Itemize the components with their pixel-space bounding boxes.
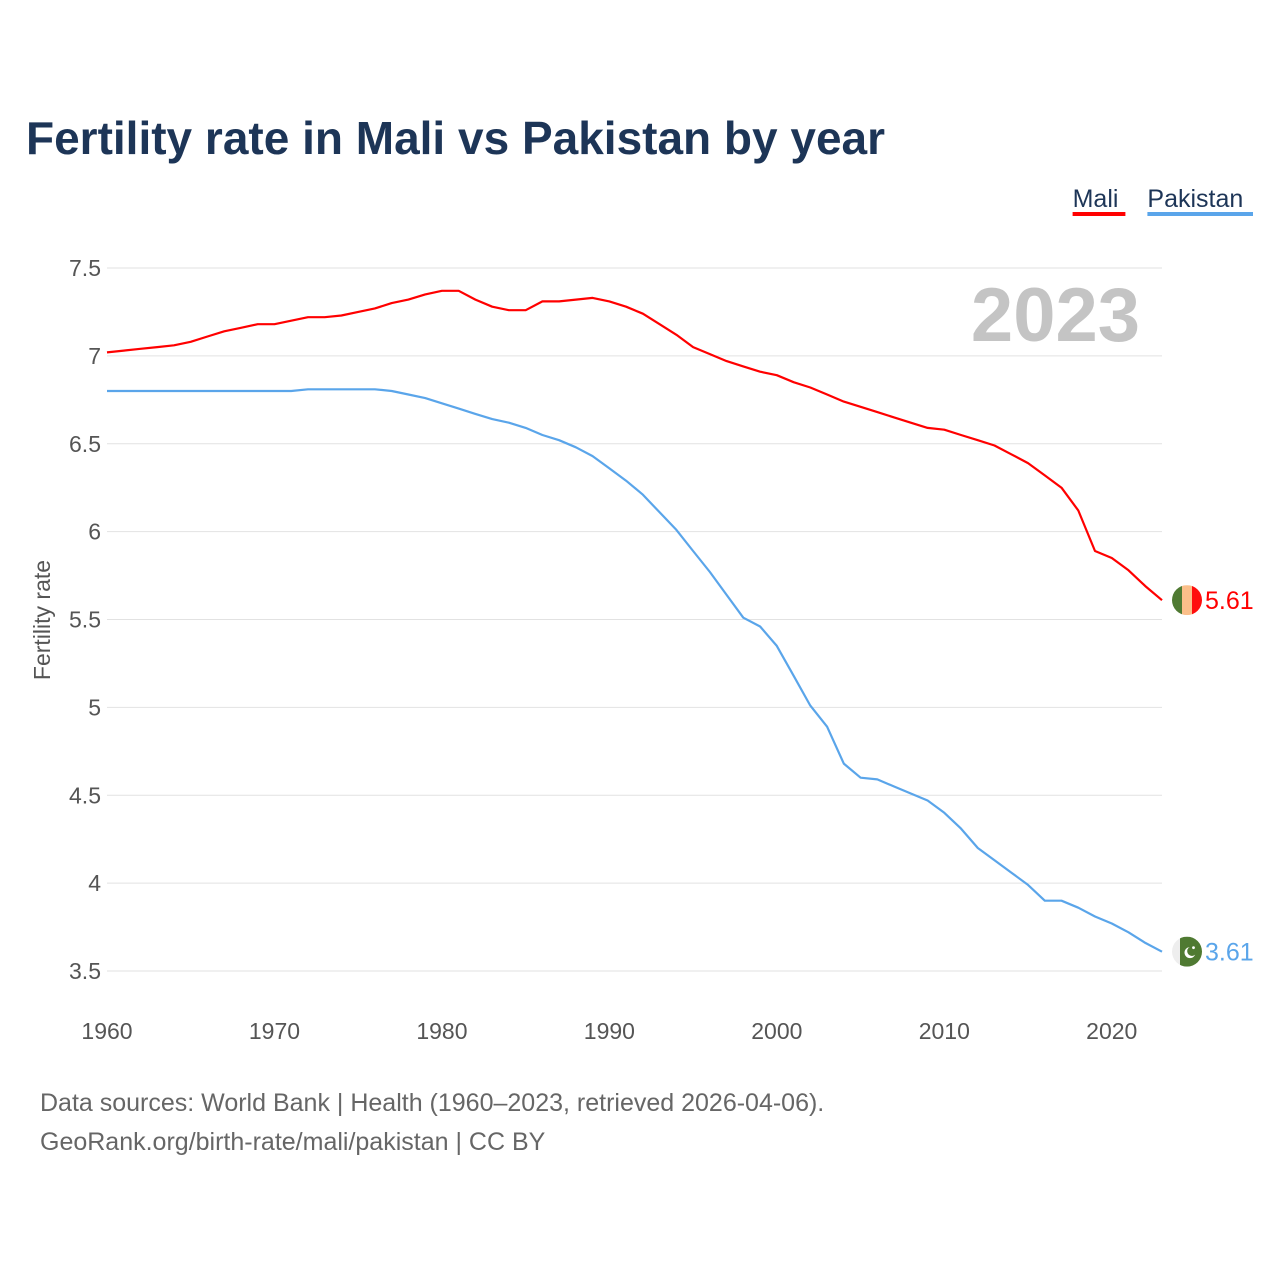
- y-tick-label: 3.5: [69, 958, 101, 984]
- y-tick-label: 5.5: [69, 607, 101, 633]
- x-tick-label: 1970: [249, 1018, 300, 1044]
- series-lines: [106, 289, 1163, 953]
- y-tick-label: 7.5: [69, 255, 101, 281]
- end-value-mali: 5.61: [1205, 587, 1254, 615]
- end-markers: 5.61 3.61: [1172, 585, 1254, 967]
- x-tick-label: 2020: [1086, 1018, 1137, 1044]
- y-tick-label: 6: [88, 519, 101, 545]
- x-tick-label: 1960: [81, 1018, 132, 1044]
- y-tick-label: 4: [88, 870, 101, 896]
- current-year-label: 2023: [971, 273, 1140, 358]
- flag-pakistan-icon: [1172, 936, 1202, 967]
- series-line-pakistan: [107, 388, 1163, 953]
- source-line: Data sources: World Bank | Health (1960–…: [40, 1089, 824, 1117]
- legend-swatch: [1147, 212, 1253, 216]
- y-tick-label: 6.5: [69, 431, 101, 457]
- y-tick-label: 5: [88, 694, 101, 720]
- grid: 3.5 4 4.5 5 5.5 6 6.5 7 7.5: [69, 255, 1162, 984]
- x-tick-label: 1980: [416, 1018, 467, 1044]
- x-axis: 1960 1970 1980 1990 2000 2010 2020: [81, 1018, 1137, 1044]
- y-axis-label: Fertility rate: [29, 560, 55, 680]
- end-value-pakistan: 3.61: [1205, 939, 1254, 967]
- series-line-mali: [106, 289, 1163, 602]
- y-tick-label: 7: [88, 343, 101, 369]
- chart-title: Fertility rate in Mali vs Pakistan by ye…: [26, 112, 885, 164]
- y-tick-label: 4.5: [69, 782, 101, 808]
- x-tick-label: 2010: [919, 1018, 970, 1044]
- flag-mali-icon: [1172, 585, 1202, 616]
- legend-swatch: [1072, 212, 1126, 216]
- legend: Pakistan Mali: [1072, 185, 1253, 216]
- legend-item-pakistan[interactable]: Pakistan: [1147, 185, 1243, 213]
- x-tick-label: 2000: [751, 1018, 802, 1044]
- source-link[interactable]: GeoRank.org/birth-rate/mali/pakistan | C…: [40, 1128, 546, 1156]
- x-tick-label: 1990: [584, 1018, 635, 1044]
- legend-item-mali[interactable]: Mali: [1073, 185, 1119, 213]
